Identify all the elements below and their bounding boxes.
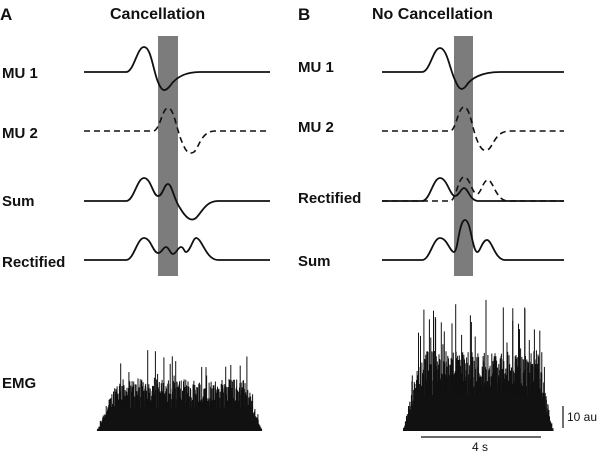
- panel-b-row-sum-label: Sum: [298, 253, 331, 270]
- panel-b-row-mu2-label: MU 2: [298, 119, 334, 136]
- panel-a-sum-trace: [84, 177, 270, 221]
- emg-label: EMG: [2, 375, 36, 392]
- panel-b-row-rectified-label: Rectified: [298, 190, 361, 207]
- panel-a-rectified-trace: [84, 237, 270, 261]
- panel-b-row-mu1-label: MU 1: [298, 59, 334, 76]
- panel-b-mu1-trace: [382, 47, 564, 90]
- panel-a-emg-burst: [96, 350, 263, 431]
- time-scale-label: 4 s: [472, 440, 488, 451]
- panel-b-letter: B: [298, 5, 310, 24]
- panel-b-mu2-trace: [382, 106, 564, 152]
- panel-a-letter: A: [0, 5, 12, 24]
- panel-b-emg-burst: [403, 299, 554, 431]
- panel-a-row-mu1-label: MU 1: [2, 65, 38, 82]
- panel-a-mu2-trace: [84, 107, 270, 154]
- panel-b-overlap-band: [454, 36, 473, 276]
- panel-a-title: Cancellation: [110, 6, 205, 23]
- panel-a-row-mu2-label: MU 2: [2, 125, 38, 142]
- panel-a-row-sum-label: Sum: [2, 193, 35, 210]
- panel-a-mu1-trace: [84, 46, 270, 91]
- panel-b-title: No Cancellation: [372, 6, 493, 23]
- panel-a-row-rectified-label: Rectified: [2, 254, 65, 271]
- amplitude-scale-label: 10 au: [567, 410, 597, 424]
- panel-a-cancellation-band: [158, 36, 178, 276]
- panel-b-sum-trace: [382, 219, 564, 261]
